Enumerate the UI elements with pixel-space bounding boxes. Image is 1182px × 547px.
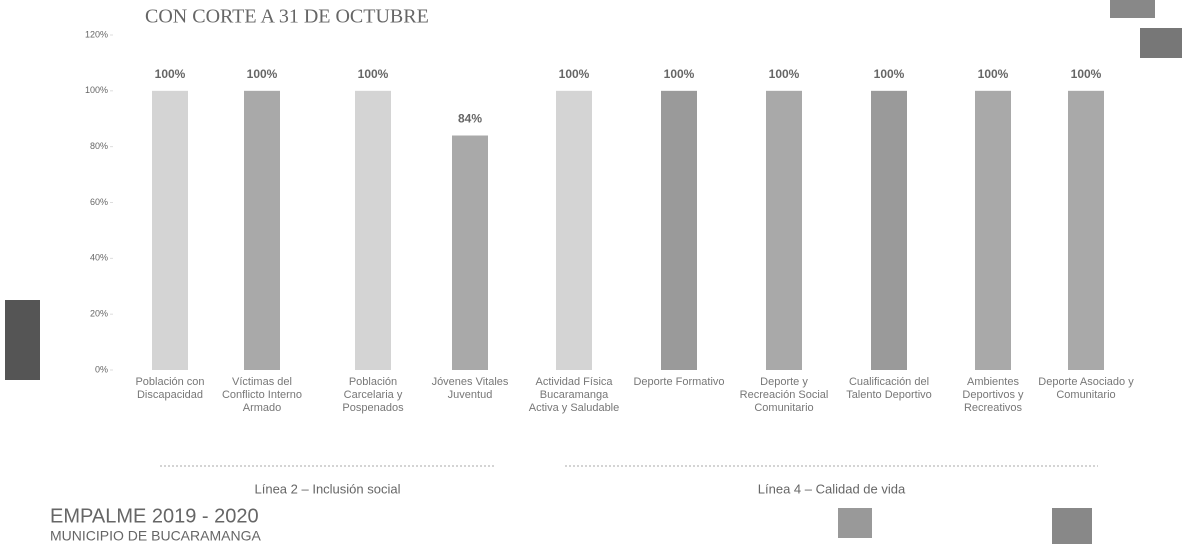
value-label: 100% <box>559 67 590 81</box>
group-label: Línea 2 – Inclusión social <box>255 481 401 496</box>
bar <box>1068 90 1104 370</box>
x-tick-label: Deporte y Recreación Social Comunitario <box>739 376 829 414</box>
value-label: 100% <box>155 67 186 81</box>
bar <box>871 90 907 370</box>
bar <box>244 90 280 370</box>
value-label: 100% <box>358 67 389 81</box>
value-label: 100% <box>874 67 905 81</box>
x-tick-label: Población Carcelaria y Pospenados <box>342 376 404 414</box>
y-tick-label: 0% <box>95 364 108 374</box>
value-label: 100% <box>769 67 800 81</box>
footer-title: EMPALME 2019 - 2020 <box>50 505 259 527</box>
x-tick-label: Deporte Asociado y Comunitario <box>1038 376 1134 401</box>
y-tick-label: 100% <box>85 85 108 95</box>
x-tick-label: Población con Discapacidad <box>135 376 205 401</box>
group-label: Línea 4 – Calidad de vida <box>758 481 906 496</box>
bar <box>766 90 802 370</box>
logo <box>838 508 872 538</box>
bar <box>152 90 188 370</box>
logo <box>1110 0 1155 18</box>
y-tick-label: 40% <box>90 253 108 263</box>
logo <box>1140 28 1182 58</box>
value-label: 100% <box>978 67 1009 81</box>
y-tick-label: 60% <box>90 197 108 207</box>
bar <box>661 90 697 370</box>
x-tick-label: Cualificación del Talento Deportivo <box>846 376 932 401</box>
x-tick-label: Actividad Física Bucaramanga Activa y Sa… <box>528 376 620 414</box>
y-tick-label: 80% <box>90 141 108 151</box>
x-tick-label: Jóvenes Vitales Juventud <box>431 376 509 401</box>
footer-subtitle: MUNICIPIO DE BUCARAMANGA <box>50 528 261 544</box>
bar <box>355 90 391 370</box>
y-tick-label: 120% <box>85 29 108 39</box>
side-logo <box>5 300 40 380</box>
x-tick-label: Ambientes Deportivos y Recreativos <box>962 376 1024 414</box>
chart-title: CON CORTE A 31 DE OCTUBRE <box>145 6 429 28</box>
value-label: 84% <box>458 112 482 126</box>
value-label: 100% <box>1071 67 1102 81</box>
value-label: 100% <box>664 67 695 81</box>
logo <box>1052 508 1092 544</box>
x-tick-label: Deporte Formativo <box>633 376 725 388</box>
bar <box>975 90 1011 370</box>
bar <box>452 135 488 370</box>
y-tick-label: 20% <box>90 309 108 319</box>
value-label: 100% <box>247 67 278 81</box>
bar <box>556 90 592 370</box>
x-tick-label: Víctimas del Conflicto Interno Armado <box>221 376 303 414</box>
